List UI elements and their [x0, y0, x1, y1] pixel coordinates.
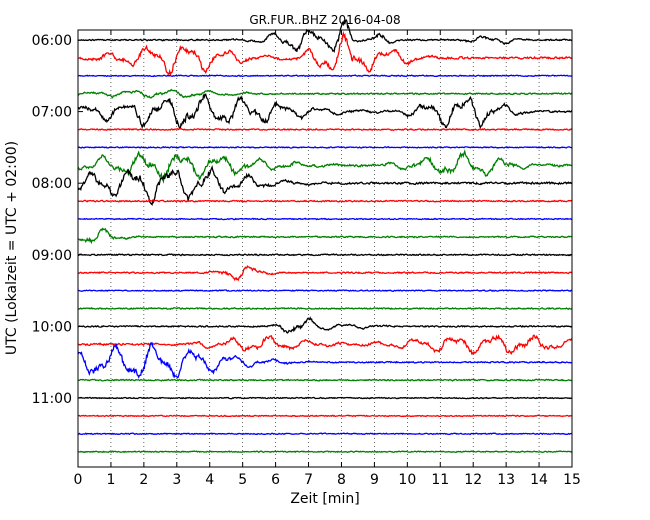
- chart-title: GR.FUR..BHZ 2016-04-08: [249, 13, 400, 27]
- x-tick-label: 10: [398, 472, 416, 488]
- x-tick-label: 11: [431, 472, 449, 488]
- trace-line: [78, 146, 572, 149]
- trace-line: [77, 306, 573, 311]
- x-tick-label: 2: [139, 472, 148, 488]
- x-tick-label: 0: [74, 472, 83, 488]
- x-tick-label: 7: [304, 472, 313, 488]
- x-tick-label: 13: [497, 472, 515, 488]
- trace-line: [77, 88, 573, 99]
- trace-line: [78, 19, 573, 53]
- x-tick-label: 14: [530, 472, 548, 488]
- trace-line: [77, 93, 573, 130]
- trace-line: [77, 199, 573, 203]
- trace-line: [77, 127, 573, 132]
- x-tick-label: 15: [563, 472, 581, 488]
- trace-line: [77, 289, 573, 292]
- trace-line: [77, 30, 573, 77]
- y-axis-ticks: 06:00 07:00 08:00 09:00 10:00 11:00: [32, 33, 572, 407]
- trace-line: [77, 396, 573, 400]
- trace-line: [77, 414, 573, 418]
- trace-line: [77, 227, 573, 245]
- x-tick-label: 3: [172, 472, 181, 488]
- x-tick-label: 1: [106, 472, 115, 488]
- trace-line: [77, 342, 573, 379]
- y-tick-label: 11:00: [32, 391, 72, 407]
- plot-frame: [77, 29, 573, 468]
- trace-line: [77, 334, 573, 356]
- trace-line: [77, 378, 573, 382]
- trace-line: [77, 217, 573, 221]
- seismic-traces: [77, 19, 573, 454]
- x-tick-label: 12: [464, 472, 482, 488]
- y-tick-label: 09:00: [32, 248, 72, 264]
- x-tick-label: 5: [238, 472, 247, 488]
- x-tick-label: 6: [271, 472, 280, 488]
- trace-line: [78, 253, 573, 257]
- y-tick-label: 07:00: [32, 105, 72, 121]
- y-tick-label: 08:00: [32, 176, 72, 192]
- x-tick-label: 4: [205, 472, 214, 488]
- y-tick-label: 06:00: [32, 33, 72, 49]
- trace-line: [78, 74, 573, 78]
- trace-line: [77, 450, 573, 454]
- x-axis-label: Zeit [min]: [290, 491, 359, 507]
- vertical-gridlines: [110, 30, 540, 467]
- y-axis-label: UTC (Lokalzeit = UTC + 02:00): [4, 141, 20, 355]
- trace-line: [78, 316, 573, 334]
- x-tick-label: 8: [337, 472, 346, 488]
- x-axis-ticks: 0 1 2 3 4 5 6 7 8 9 10 11 12 13 14 15: [74, 30, 581, 488]
- y-tick-label: 10:00: [32, 319, 72, 335]
- trace-line: [77, 149, 573, 184]
- trace-line: [77, 264, 573, 282]
- trace-line: [77, 432, 573, 436]
- trace-line: [77, 165, 573, 206]
- x-tick-label: 9: [370, 472, 379, 488]
